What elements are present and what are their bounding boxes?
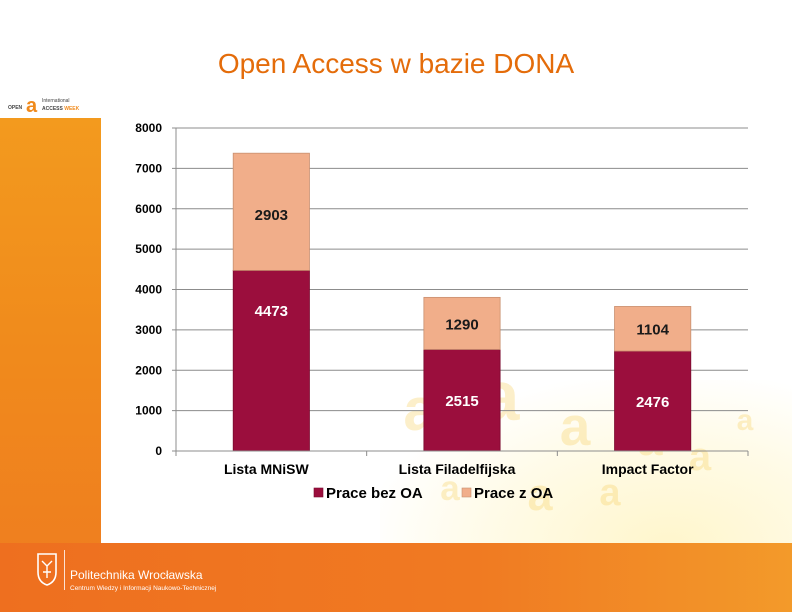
logo-divider: [64, 550, 65, 590]
y-tick-label: 4000: [135, 283, 162, 297]
bar-segment: [614, 306, 692, 352]
university-name: Politechnika Wrocławska: [70, 568, 203, 582]
data-label: 2515: [445, 393, 478, 410]
watermark-a-icon: a: [527, 469, 553, 520]
watermark-a-icon: a: [737, 404, 754, 437]
y-tick-label: 6000: [135, 202, 162, 216]
data-label: 4473: [255, 303, 288, 320]
y-axis-ticks: 0 1000 2000 3000 4000 5000 6000 7000 8000: [135, 121, 176, 458]
x-category-label: Impact Factor: [602, 461, 694, 477]
y-tick-label: 0: [155, 444, 162, 458]
logo-word-open: OPEN: [8, 105, 23, 111]
left-orange-band: [0, 118, 101, 548]
x-category-label: Lista MNiSW: [224, 461, 310, 477]
y-tick-label: 3000: [135, 323, 162, 337]
watermark-a-icon: a: [689, 435, 712, 479]
open-lock-a-icon: a: [26, 95, 38, 117]
legend-label: Prace bez OA: [326, 485, 423, 502]
x-category-label: Lista Filadelfijska: [399, 461, 516, 477]
university-crest-icon: [37, 553, 57, 586]
bar-segment: [423, 349, 501, 452]
watermark-a-icon: a: [440, 469, 460, 508]
page-title: Open Access w bazie DONA: [217, 48, 575, 79]
bar-segment: [423, 296, 501, 350]
watermark-a-icon: a: [599, 472, 621, 514]
logo-word-access-week: ACCESS WEEK: [42, 106, 80, 112]
university-subtitle: Centrum Wiedzy i Informacji Naukowo-Tech…: [70, 585, 217, 592]
bars: 4473 2903 2515 1290 2476 1104: [232, 152, 692, 452]
watermark-a-icon: a: [560, 395, 591, 457]
bar-segment: [232, 270, 310, 452]
logo-word-international: International: [42, 98, 70, 104]
legend-swatch: [461, 487, 472, 498]
university-logo: Politechnika Wrocławska Centrum Wiedzy i…: [30, 548, 280, 598]
open-access-week-logo: OPEN a International ACCESS WEEK: [4, 96, 104, 118]
legend-label: Prace z OA: [474, 485, 553, 502]
data-label: 1104: [636, 322, 669, 339]
y-tick-label: 8000: [135, 121, 162, 135]
legend-swatch: [313, 487, 324, 498]
data-label: 2476: [636, 394, 669, 411]
bar-segment: [232, 152, 310, 271]
y-tick-label: 5000: [135, 242, 162, 256]
data-label: 1290: [445, 316, 478, 333]
y-tick-label: 1000: [135, 404, 162, 418]
y-tick-label: 7000: [135, 161, 162, 175]
footer-band: [0, 543, 792, 612]
x-axis: Lista MNiSW Lista Filadelfijska Impact Fac…: [175, 450, 749, 477]
y-tick-label: 2000: [135, 363, 162, 377]
data-label: 2903: [255, 207, 288, 224]
legend: Prace bez OA Prace z OA: [313, 485, 553, 502]
